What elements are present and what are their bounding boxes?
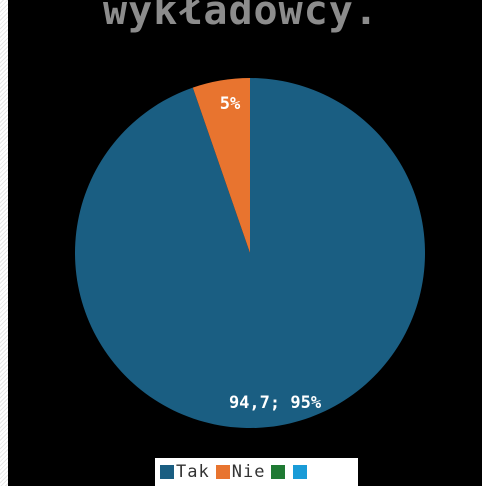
legend-swatch-tak (160, 465, 174, 479)
chart-title: wykładowcy. (103, 0, 379, 34)
legend: Tak Nie (155, 458, 358, 486)
pie-slice-nie[interactable] (192, 78, 250, 253)
pie-slice-tak[interactable] (74, 78, 425, 428)
legend-swatch-nie (215, 465, 230, 479)
legend-swatch-4 (293, 465, 308, 479)
legend-item-tak[interactable]: Tak (160, 462, 210, 482)
data-label-nie: 5% (220, 94, 241, 114)
data-label-tak: 94,7; 95% (229, 393, 322, 413)
legend-item-nie[interactable]: Nie (215, 462, 266, 482)
legend-swatch-3 (271, 465, 286, 479)
legend-item-4[interactable] (293, 465, 309, 479)
legend-item-3[interactable] (271, 465, 287, 479)
legend-label-nie: Nie (231, 462, 266, 482)
legend-label-tak: Tak (176, 462, 210, 482)
